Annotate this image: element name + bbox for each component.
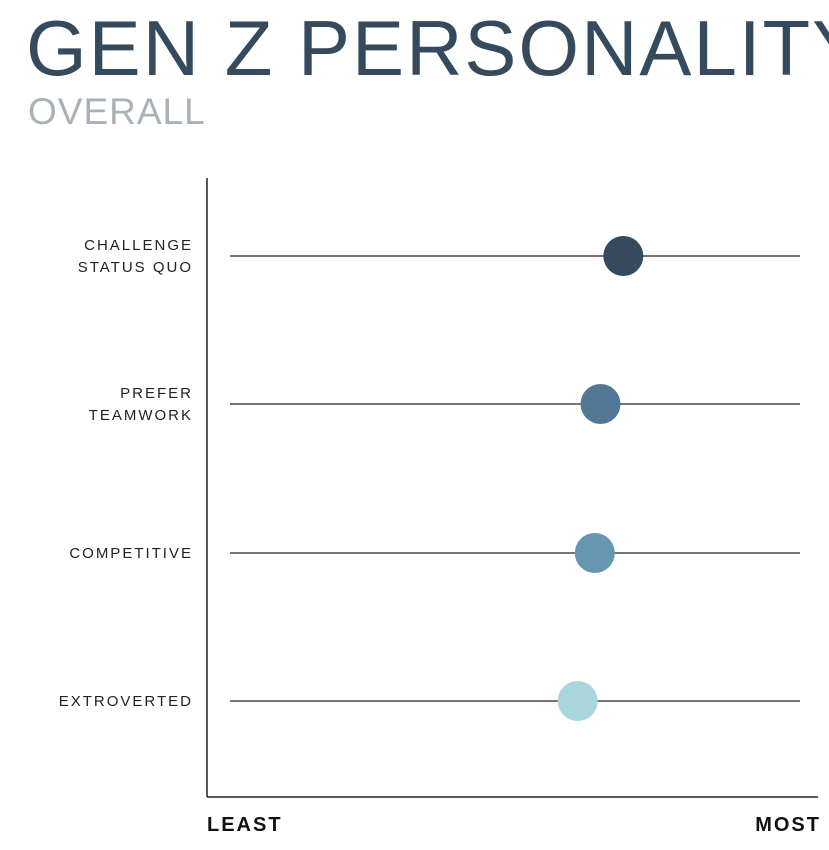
category-label-challenge-status-quo: CHALLENGE — [84, 237, 193, 254]
scale-min-label: LEAST — [207, 814, 283, 836]
category-label-prefer-teamwork: PREFER — [120, 385, 193, 402]
chart-title: GEN Z PERSONALITY — [26, 4, 829, 92]
dot-challenge-status-quo — [603, 236, 644, 276]
dot-competitive — [574, 533, 615, 573]
dot-prefer-teamwork — [580, 384, 621, 424]
chart-subtitle: OVERALL — [28, 91, 206, 132]
category-label-challenge-status-quo: STATUS QUO — [78, 259, 193, 276]
category-label-competitive: COMPETITIVE — [69, 545, 193, 562]
category-label-extroverted: EXTROVERTED — [59, 693, 193, 710]
scale-max-label: MOST — [755, 814, 821, 836]
category-label-prefer-teamwork: TEAMWORK — [89, 407, 193, 424]
dot-extroverted — [557, 681, 598, 721]
category-rows: CHALLENGE STATUS QUO PREFER TEAMWORK COMPETI… — [59, 236, 800, 721]
